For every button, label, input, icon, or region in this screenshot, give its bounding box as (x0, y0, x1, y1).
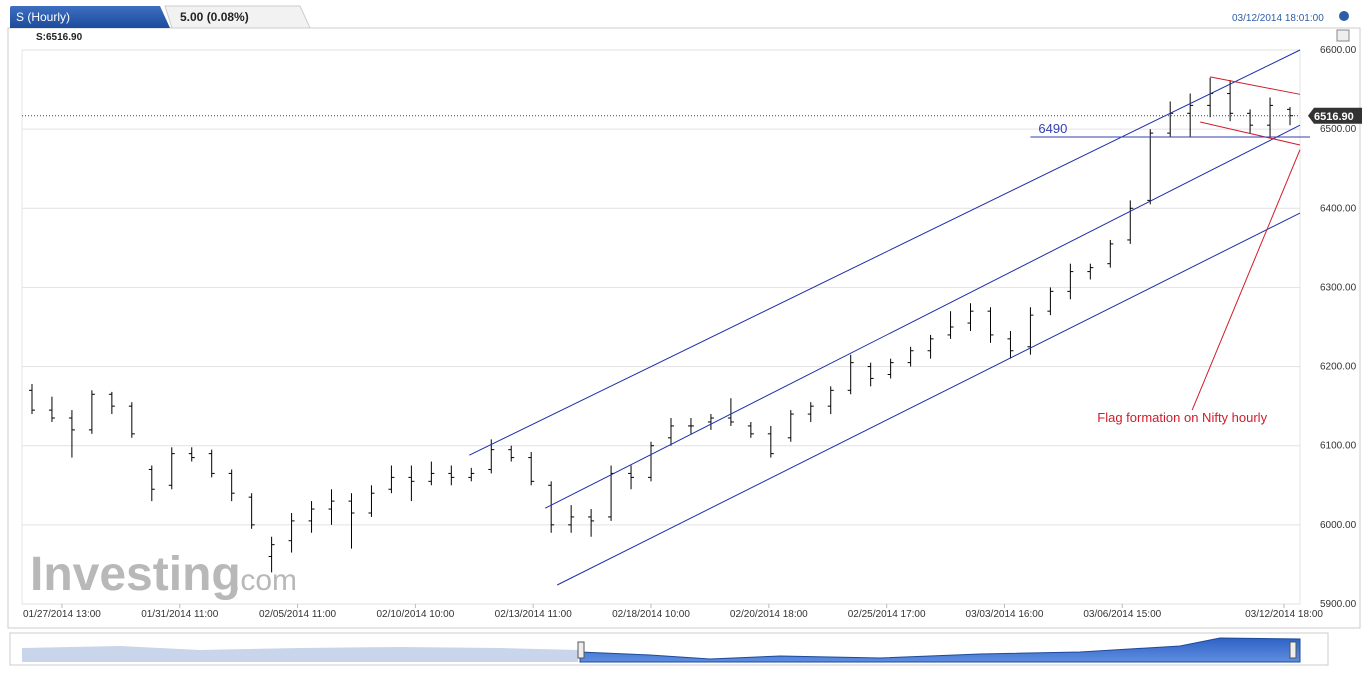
y-tick-label: 6000.00 (1320, 520, 1357, 531)
x-tick-label: 03/06/2014 15:00 (1083, 609, 1161, 620)
watermark: Investing (30, 548, 241, 601)
legend-text: S:6516.90 (36, 32, 83, 43)
y-tick-label: 6100.00 (1320, 441, 1357, 452)
level-label: 6490 (1038, 121, 1067, 136)
annotation: Flag formation on Nifty hourly (1097, 410, 1267, 425)
navigator-handle[interactable] (577, 641, 585, 659)
x-tick-label: 02/20/2014 18:00 (730, 609, 808, 620)
x-tick-label: 02/10/2014 10:00 (376, 609, 454, 620)
y-tick-label: 6500.00 (1320, 124, 1357, 135)
y-tick-label: 5900.00 (1320, 599, 1357, 610)
x-tick-label: 03/03/2014 16:00 (966, 609, 1044, 620)
navigator-selection (579, 637, 1301, 663)
change-tab (164, 5, 311, 29)
x-tick-label: 01/27/2014 13:00 (23, 609, 101, 620)
x-tick-label: 01/31/2014 11:00 (141, 609, 219, 620)
trend-line (1200, 121, 1301, 146)
y-tick-label: 6300.00 (1320, 282, 1357, 293)
symbol: S (Hourly) (16, 10, 70, 24)
trend-line (544, 124, 1301, 509)
watermark-suffix: .com (232, 564, 297, 597)
y-tick-label: 6400.00 (1320, 203, 1357, 214)
plot-area (21, 49, 1301, 605)
plot (28, 49, 1301, 586)
navigator-history (22, 646, 578, 662)
x-tick-label: 02/25/2014 17:00 (848, 609, 926, 620)
price-tag-label: 6516.90 (1314, 111, 1354, 123)
symbol-tab[interactable] (10, 6, 170, 28)
navigator-handle[interactable] (1289, 641, 1297, 659)
trend-line (556, 212, 1301, 586)
x-tick-label: 03/12/2014 18:00 (1245, 609, 1323, 620)
y-tick-label: 6600.00 (1320, 45, 1357, 56)
trend-line (1210, 76, 1301, 95)
y-tick-label: 6200.00 (1320, 362, 1357, 373)
timestamp: 03/12/2014 18:01:00 (1232, 13, 1324, 24)
x-tick-label: 02/18/2014 10:00 (612, 609, 690, 620)
x-tick-label: 02/05/2014 11:00 (259, 609, 337, 620)
collapse-button[interactable] (1336, 29, 1350, 42)
x-tick-label: 02/13/2014 11:00 (495, 609, 573, 620)
trend-line (1191, 149, 1301, 411)
change: 5.00 (0.08%) (180, 10, 249, 24)
trend-line (469, 49, 1301, 456)
settings-icon[interactable] (1339, 11, 1349, 21)
price-tag (1308, 107, 1362, 124)
